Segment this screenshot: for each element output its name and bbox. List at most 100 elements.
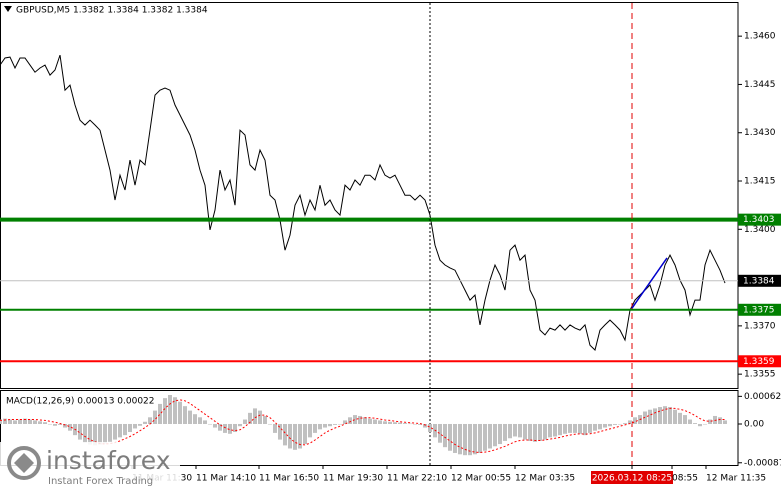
histogram-bar bbox=[608, 423, 612, 427]
histogram-bar bbox=[203, 420, 207, 424]
chart-title: GBPUSD,M5 1.3382 1.3384 1.3382 1.3384 bbox=[16, 6, 208, 16]
histogram-bar bbox=[173, 397, 177, 424]
histogram-bar bbox=[418, 423, 422, 425]
x-tick-label: 11 Mar 19:30 bbox=[323, 474, 383, 484]
histogram-bar bbox=[253, 408, 257, 424]
histogram-bar bbox=[88, 423, 92, 445]
histogram-bar bbox=[573, 423, 577, 433]
histogram-bar bbox=[603, 423, 607, 428]
x-tick-label: 2026.03.12 08:25 bbox=[592, 474, 672, 484]
histogram-bar bbox=[28, 419, 32, 424]
plot-layer: 1.3460 1.3445 1.3430 1.3415 1.3400 1.3370 1.33… bbox=[0, 3, 781, 484]
y-tick-label: 1.3370 bbox=[744, 321, 776, 331]
histogram-bar bbox=[373, 419, 377, 424]
histogram-bar bbox=[208, 423, 212, 425]
x-tick-label: 12 Mar 00:55 bbox=[451, 474, 511, 484]
histogram-bar bbox=[523, 423, 527, 440]
histogram-bar bbox=[268, 423, 272, 425]
histogram-bar bbox=[328, 423, 332, 427]
histogram-bar bbox=[428, 423, 432, 433]
y-tick-label: 0.00 bbox=[744, 419, 764, 429]
histogram-bar bbox=[113, 423, 117, 440]
histogram-bar bbox=[13, 420, 17, 424]
histogram-bar bbox=[8, 419, 12, 424]
histogram-bar bbox=[233, 423, 237, 433]
histogram-bar bbox=[3, 418, 7, 424]
histogram-bar bbox=[278, 423, 282, 440]
histogram-bar bbox=[548, 423, 552, 438]
y-tick-label: 1.3445 bbox=[744, 80, 776, 90]
histogram-bar bbox=[593, 423, 597, 431]
histogram-bar bbox=[443, 423, 447, 448]
y-tick-label: 1.3355 bbox=[744, 370, 776, 380]
level-label: 1.3384 bbox=[743, 276, 775, 286]
histogram-bar bbox=[18, 419, 22, 424]
histogram-bar bbox=[243, 419, 247, 424]
y-tick-label: 1.3400 bbox=[744, 225, 776, 235]
histogram-bar bbox=[123, 423, 127, 436]
x-tick-label: 11 Mar 22:10 bbox=[387, 474, 447, 484]
histogram-bar bbox=[628, 420, 632, 424]
level-label-box bbox=[738, 303, 781, 316]
macd-title: MACD(12,26,9) 0.00013 0.00022 bbox=[6, 397, 155, 407]
tagline: Instant Forex Trading bbox=[48, 476, 153, 487]
histogram-bar bbox=[133, 423, 137, 429]
histogram-bar bbox=[333, 423, 337, 425]
histogram-bar bbox=[98, 423, 102, 445]
histogram-bar bbox=[533, 423, 537, 442]
histogram-bar bbox=[168, 395, 172, 424]
histogram-bar bbox=[338, 423, 342, 425]
histogram-bar bbox=[663, 406, 667, 424]
histogram-bar bbox=[478, 423, 482, 453]
histogram-bar bbox=[518, 423, 522, 438]
histogram-bar bbox=[613, 423, 617, 425]
histogram-bar bbox=[683, 415, 687, 424]
histogram-bar bbox=[228, 423, 232, 434]
histogram-bar bbox=[343, 420, 347, 424]
x-tick-label: 12 Mar 03:35 bbox=[515, 474, 575, 484]
histogram-bar bbox=[353, 415, 357, 424]
histogram-bar bbox=[723, 420, 727, 424]
histogram-bar bbox=[668, 407, 672, 424]
histogram-bar bbox=[558, 423, 562, 436]
histogram-bar bbox=[108, 423, 112, 442]
level-label: 1.3375 bbox=[743, 305, 775, 315]
histogram-bar bbox=[248, 412, 252, 424]
histogram-bar bbox=[718, 417, 722, 424]
histogram-bar bbox=[553, 423, 557, 437]
histogram-bar bbox=[528, 423, 532, 441]
y-tick-label: 0.00062 bbox=[744, 392, 781, 402]
histogram-bar bbox=[538, 423, 542, 441]
histogram-bar bbox=[423, 423, 427, 428]
histogram-bar bbox=[83, 423, 87, 443]
histogram-bar bbox=[0, 419, 2, 424]
x-tick-label: 12 Mar 11:35 bbox=[706, 474, 766, 484]
histogram-bar bbox=[543, 423, 547, 440]
histogram-bar bbox=[43, 422, 47, 424]
histogram-bar bbox=[413, 423, 417, 425]
y-tick-label: 1.3460 bbox=[744, 32, 776, 42]
histogram-bar bbox=[358, 415, 362, 424]
histogram-bar bbox=[408, 423, 412, 425]
histogram-bar bbox=[378, 420, 382, 424]
y-tick-label: -0.00087 bbox=[744, 458, 781, 468]
histogram-bar bbox=[213, 423, 217, 428]
logo-ring bbox=[7, 446, 41, 480]
histogram-bar bbox=[458, 423, 462, 455]
histogram-bar bbox=[118, 423, 122, 438]
histogram-bar bbox=[273, 423, 277, 433]
histogram-bar bbox=[218, 423, 222, 431]
y-tick-label: 1.3415 bbox=[744, 177, 776, 187]
macd-panel-frame bbox=[0, 390, 739, 466]
x-tick-label: 11 Mar 16:50 bbox=[259, 474, 319, 484]
histogram-bar bbox=[598, 423, 602, 430]
histogram-bar bbox=[388, 421, 392, 424]
histogram-bar bbox=[198, 417, 202, 424]
histogram-bar bbox=[508, 423, 512, 439]
level-label: 1.3359 bbox=[743, 357, 775, 367]
level-label-box bbox=[738, 355, 781, 368]
x-tick-label: 11 Mar 14:10 bbox=[196, 474, 256, 484]
histogram-bar bbox=[633, 417, 637, 424]
histogram-bar bbox=[298, 423, 302, 449]
